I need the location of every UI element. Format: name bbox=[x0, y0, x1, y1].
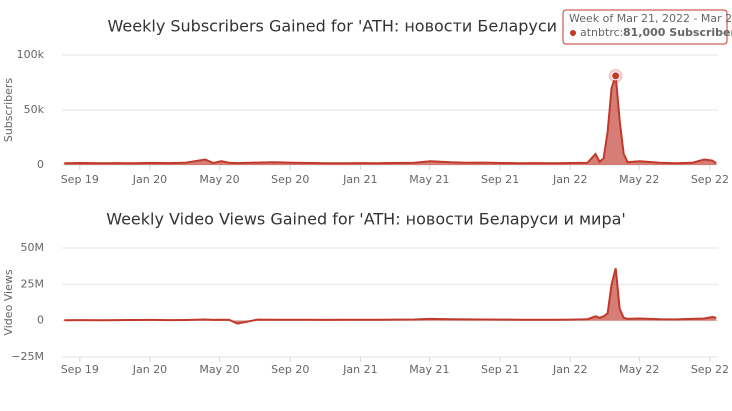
tooltip-label: atnbtrc: bbox=[580, 26, 623, 39]
area bbox=[64, 75, 717, 165]
y-tick-label: 25M bbox=[21, 277, 45, 290]
x-tick-label: May 22 bbox=[619, 173, 659, 186]
x-tick-label: May 20 bbox=[199, 363, 239, 376]
y-tick-label: 50k bbox=[24, 103, 45, 116]
x-tick-label: Jan 21 bbox=[342, 363, 377, 376]
x-tick-label: Jan 20 bbox=[132, 173, 167, 186]
x-tick-label: Jan 21 bbox=[342, 173, 377, 186]
y-axis-label: Video Views bbox=[2, 269, 15, 335]
x-tick-label: Jan 22 bbox=[552, 173, 587, 186]
y-tick-label: −25M bbox=[11, 350, 44, 363]
x-tick-label: May 20 bbox=[199, 173, 239, 186]
y-tick-label: 0 bbox=[37, 314, 44, 327]
y-tick-label: 0 bbox=[37, 158, 44, 171]
tooltip-box bbox=[562, 9, 728, 45]
chart-title: Weekly Video Views Gained for 'ATH: ново… bbox=[106, 210, 626, 229]
x-tick-label: Sep 22 bbox=[691, 173, 729, 186]
x-tick-label: May 22 bbox=[619, 363, 659, 376]
tooltip-title: Week of Mar 21, 2022 - Mar 28, 2022 bbox=[569, 12, 732, 25]
x-tick-label: Sep 21 bbox=[481, 173, 519, 186]
x-tick-label: Sep 21 bbox=[481, 363, 519, 376]
line bbox=[64, 268, 717, 325]
x-tick-label: Jan 20 bbox=[132, 363, 167, 376]
y-tick-label: 100k bbox=[17, 48, 45, 61]
chart-title: Weekly Subscribers Gained for 'ATH: ново… bbox=[108, 17, 625, 36]
x-tick-label: May 21 bbox=[409, 173, 449, 186]
tooltip: Week of Mar 21, 2022 - Mar 28, 2022atnbt… bbox=[562, 9, 732, 45]
x-tick-label: Sep 19 bbox=[61, 173, 99, 186]
x-tick-label: Jan 22 bbox=[552, 363, 587, 376]
x-tick-label: Sep 22 bbox=[691, 363, 729, 376]
y-tick-label: 50M bbox=[21, 241, 45, 254]
line bbox=[64, 75, 717, 165]
tooltip-dot bbox=[570, 30, 576, 36]
x-tick-label: May 21 bbox=[409, 363, 449, 376]
x-tick-label: Sep 20 bbox=[271, 173, 309, 186]
x-tick-label: Sep 19 bbox=[61, 363, 99, 376]
x-tick-label: Sep 20 bbox=[271, 363, 309, 376]
tooltip-value: 81,000 Subscribers bbox=[623, 26, 732, 39]
hover-point bbox=[611, 71, 621, 81]
y-axis-label: Subscribers bbox=[2, 78, 15, 143]
